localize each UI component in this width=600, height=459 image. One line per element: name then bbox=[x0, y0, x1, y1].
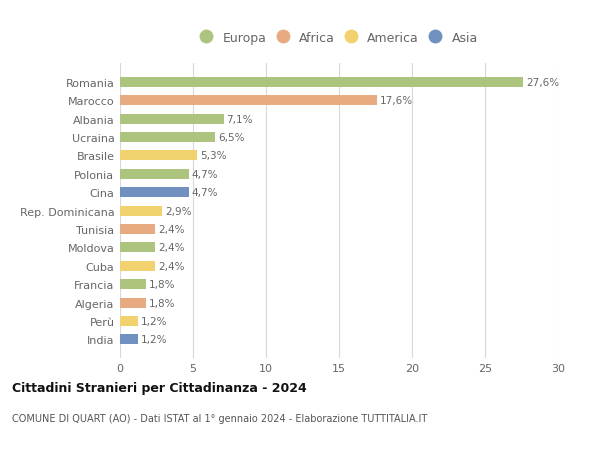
Text: 4,7%: 4,7% bbox=[191, 169, 218, 179]
Bar bbox=[120, 298, 146, 308]
Bar bbox=[120, 78, 523, 88]
Text: 7,1%: 7,1% bbox=[227, 114, 253, 124]
Bar bbox=[120, 335, 137, 345]
Bar bbox=[120, 188, 188, 198]
Text: 2,4%: 2,4% bbox=[158, 243, 184, 253]
Bar bbox=[120, 316, 137, 326]
Text: 2,4%: 2,4% bbox=[158, 224, 184, 235]
Text: 27,6%: 27,6% bbox=[526, 78, 559, 88]
Bar bbox=[120, 169, 188, 179]
Bar bbox=[120, 261, 155, 271]
Text: 1,2%: 1,2% bbox=[140, 316, 167, 326]
Bar bbox=[120, 114, 224, 124]
Bar bbox=[120, 224, 155, 235]
Bar bbox=[120, 151, 197, 161]
Text: 4,7%: 4,7% bbox=[191, 188, 218, 198]
Text: 2,4%: 2,4% bbox=[158, 261, 184, 271]
Text: 6,5%: 6,5% bbox=[218, 133, 244, 143]
Bar bbox=[120, 133, 215, 143]
Bar bbox=[120, 206, 163, 216]
Bar bbox=[120, 280, 146, 290]
Text: 2,9%: 2,9% bbox=[165, 206, 192, 216]
Text: 1,2%: 1,2% bbox=[140, 335, 167, 345]
Text: 1,8%: 1,8% bbox=[149, 298, 176, 308]
Bar bbox=[120, 243, 155, 253]
Text: COMUNE DI QUART (AO) - Dati ISTAT al 1° gennaio 2024 - Elaborazione TUTTITALIA.I: COMUNE DI QUART (AO) - Dati ISTAT al 1° … bbox=[12, 413, 427, 423]
Text: Cittadini Stranieri per Cittadinanza - 2024: Cittadini Stranieri per Cittadinanza - 2… bbox=[12, 381, 307, 394]
Bar bbox=[120, 96, 377, 106]
Text: 17,6%: 17,6% bbox=[380, 96, 413, 106]
Text: 5,3%: 5,3% bbox=[200, 151, 227, 161]
Text: 1,8%: 1,8% bbox=[149, 280, 176, 290]
Legend: Europa, Africa, America, Asia: Europa, Africa, America, Asia bbox=[197, 29, 481, 47]
